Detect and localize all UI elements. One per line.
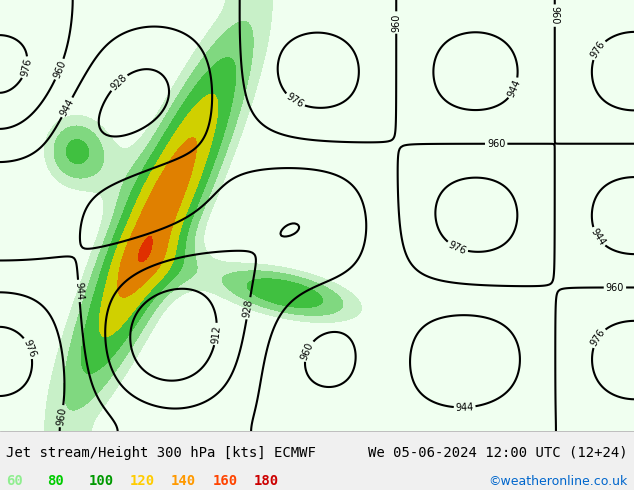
Text: 976: 976 [284,92,305,110]
Text: 960: 960 [605,282,624,293]
Text: 912: 912 [210,324,223,344]
Text: 120: 120 [130,474,155,488]
Text: 976: 976 [19,57,33,78]
Text: ©weatheronline.co.uk: ©weatheronline.co.uk [488,475,628,488]
Text: 960: 960 [299,341,316,361]
Text: 944: 944 [73,281,84,300]
Text: 160: 160 [212,474,238,488]
Text: 944: 944 [588,227,607,247]
Text: 944: 944 [455,402,474,413]
Text: 180: 180 [254,474,279,488]
Text: 944: 944 [506,78,522,99]
Text: 976: 976 [22,338,37,359]
Text: 928: 928 [108,73,129,92]
Text: 100: 100 [89,474,114,488]
Text: 944: 944 [58,97,76,118]
Text: 80: 80 [48,474,64,488]
Text: 60: 60 [6,474,23,488]
Text: We 05-06-2024 12:00 UTC (12+24): We 05-06-2024 12:00 UTC (12+24) [368,446,628,460]
Text: 960: 960 [55,406,68,426]
Text: 976: 976 [447,239,468,256]
Text: 976: 976 [589,327,607,348]
Text: Jet stream/Height 300 hPa [kts] ECMWF: Jet stream/Height 300 hPa [kts] ECMWF [6,446,316,460]
Text: 976: 976 [589,39,607,60]
Text: 960: 960 [391,13,401,32]
Text: 928: 928 [242,298,255,318]
Text: 140: 140 [171,474,197,488]
Text: 960: 960 [51,59,68,80]
Text: 960: 960 [550,6,560,25]
Text: 960: 960 [487,139,505,149]
